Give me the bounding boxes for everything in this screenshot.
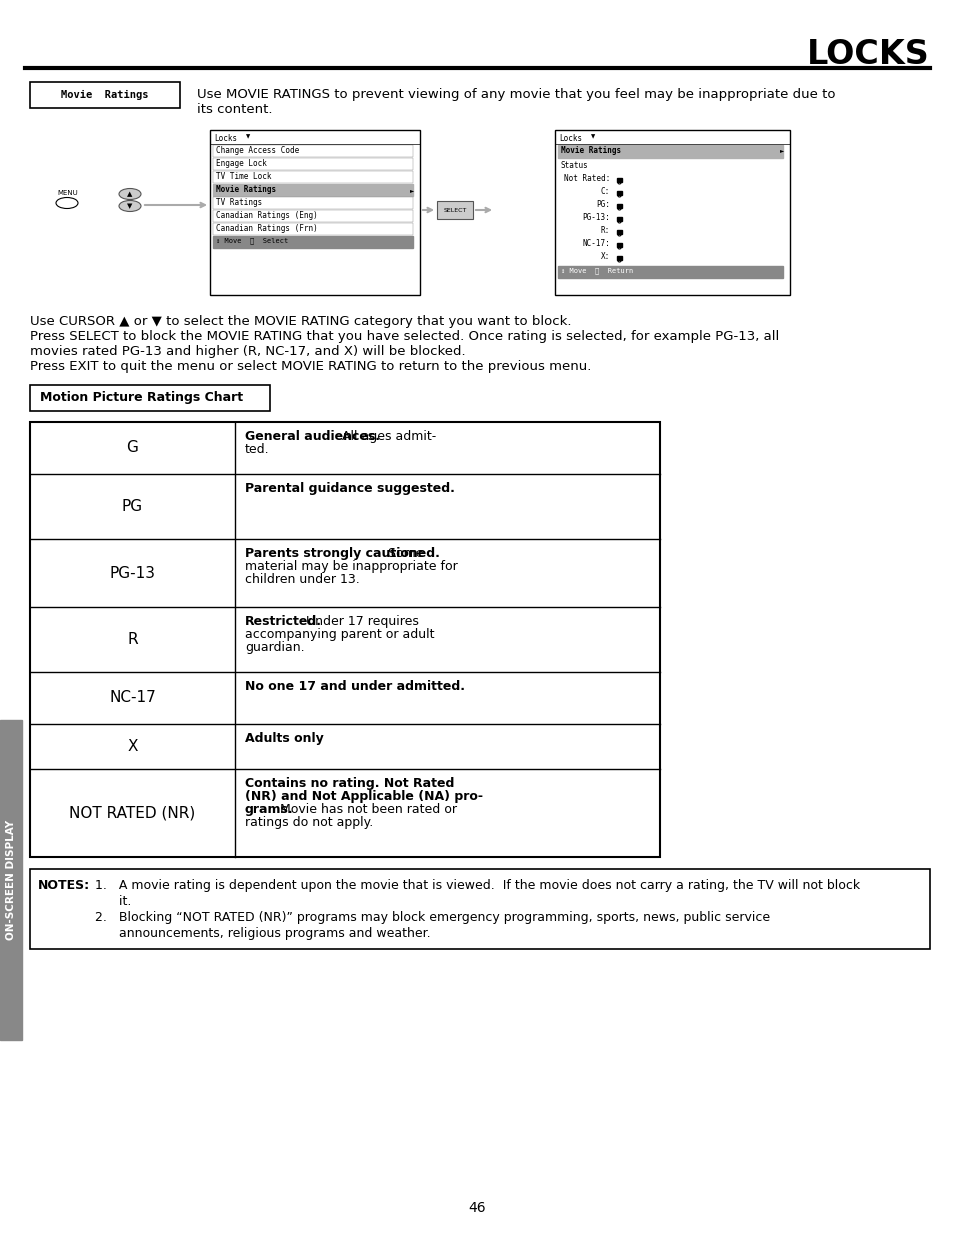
Text: ratings do not apply.: ratings do not apply. bbox=[245, 816, 373, 829]
Text: PG-13:: PG-13: bbox=[581, 212, 609, 222]
Text: Not Rated:: Not Rated: bbox=[563, 174, 609, 183]
Text: ted.: ted. bbox=[245, 443, 270, 456]
Text: ►: ► bbox=[779, 148, 783, 153]
Text: ▼: ▼ bbox=[127, 203, 132, 209]
Text: ▼: ▼ bbox=[590, 135, 595, 140]
Text: ►: ► bbox=[410, 188, 414, 193]
Text: Some: Some bbox=[384, 547, 423, 559]
Text: Movie  Ratings: Movie Ratings bbox=[61, 90, 149, 100]
Text: accompanying parent or adult: accompanying parent or adult bbox=[245, 629, 434, 641]
Bar bbox=[558, 266, 782, 278]
Text: grams.: grams. bbox=[245, 803, 294, 816]
Text: Motion Picture Ratings Chart: Motion Picture Ratings Chart bbox=[40, 391, 243, 405]
Text: Parental guidance suggested.: Parental guidance suggested. bbox=[245, 482, 455, 495]
Bar bbox=[213, 170, 413, 183]
Text: it.: it. bbox=[95, 895, 132, 908]
Text: 46: 46 bbox=[468, 1200, 485, 1215]
Text: Use CURSOR ▲ or ▼ to select the MOVIE RATING category that you want to block.: Use CURSOR ▲ or ▼ to select the MOVIE RA… bbox=[30, 315, 571, 329]
Bar bbox=[30, 385, 270, 411]
Bar bbox=[617, 230, 621, 233]
Text: All ages admit-: All ages admit- bbox=[337, 430, 436, 443]
FancyBboxPatch shape bbox=[436, 201, 473, 219]
Text: its content.: its content. bbox=[196, 103, 273, 116]
Text: Under 17 requires: Under 17 requires bbox=[301, 615, 418, 629]
Text: NC-17: NC-17 bbox=[109, 690, 155, 705]
Bar bbox=[0, 720, 22, 1040]
Text: Contains no rating. Not Rated: Contains no rating. Not Rated bbox=[245, 777, 454, 790]
Text: X: X bbox=[127, 739, 137, 755]
Text: Canadian Ratings (Frn): Canadian Ratings (Frn) bbox=[215, 224, 317, 233]
Ellipse shape bbox=[119, 200, 141, 211]
Text: ↕ Move  Ⓢ  Select: ↕ Move Ⓢ Select bbox=[215, 237, 288, 243]
Text: ▲: ▲ bbox=[127, 191, 132, 198]
Text: Restricted.: Restricted. bbox=[245, 615, 322, 629]
Bar bbox=[617, 178, 621, 182]
Text: Use MOVIE RATINGS to prevent viewing of any movie that you feel may be inappropr: Use MOVIE RATINGS to prevent viewing of … bbox=[196, 88, 835, 101]
Text: NC-17:: NC-17: bbox=[581, 240, 609, 248]
Text: material may be inappropriate for: material may be inappropriate for bbox=[245, 559, 457, 573]
Bar bbox=[30, 422, 659, 857]
Bar bbox=[210, 130, 419, 295]
Bar bbox=[213, 210, 413, 222]
Bar bbox=[555, 130, 789, 295]
Bar bbox=[213, 236, 413, 248]
Text: children under 13.: children under 13. bbox=[245, 573, 359, 585]
Text: LOCKS: LOCKS bbox=[806, 38, 929, 70]
Text: NOT RATED (NR): NOT RATED (NR) bbox=[70, 805, 195, 820]
Bar bbox=[213, 144, 413, 157]
Text: Change Access Code: Change Access Code bbox=[215, 146, 299, 156]
Text: NOTES:: NOTES: bbox=[38, 879, 90, 892]
Text: Locks: Locks bbox=[213, 135, 237, 143]
Text: Status: Status bbox=[560, 161, 588, 170]
Text: 1.   A movie rating is dependent upon the movie that is viewed.  If the movie do: 1. A movie rating is dependent upon the … bbox=[95, 879, 860, 892]
Bar bbox=[558, 144, 782, 158]
Text: G: G bbox=[127, 441, 138, 456]
Bar bbox=[30, 82, 180, 107]
Text: Press EXIT to quit the menu or select MOVIE RATING to return to the previous men: Press EXIT to quit the menu or select MO… bbox=[30, 359, 591, 373]
Text: Movie Ratings: Movie Ratings bbox=[560, 146, 620, 156]
Text: X:: X: bbox=[600, 252, 609, 261]
Text: TV Ratings: TV Ratings bbox=[215, 198, 262, 207]
Text: C:: C: bbox=[600, 186, 609, 196]
Bar bbox=[213, 198, 413, 209]
Text: PG-13: PG-13 bbox=[110, 566, 155, 580]
Text: (NR) and Not Applicable (NA) pro-: (NR) and Not Applicable (NA) pro- bbox=[245, 790, 482, 803]
Text: Movie has not been rated or: Movie has not been rated or bbox=[275, 803, 456, 816]
Text: Movie Ratings: Movie Ratings bbox=[215, 185, 275, 194]
Text: 2.   Blocking “NOT RATED (NR)” programs may block emergency programming, sports,: 2. Blocking “NOT RATED (NR)” programs ma… bbox=[95, 911, 769, 924]
Bar bbox=[617, 256, 621, 261]
Text: Locks: Locks bbox=[558, 135, 581, 143]
Text: R:: R: bbox=[600, 226, 609, 235]
Text: No one 17 and under admitted.: No one 17 and under admitted. bbox=[245, 680, 464, 693]
Bar bbox=[213, 184, 413, 196]
Text: PG: PG bbox=[122, 499, 143, 514]
Text: ON-SCREEN DISPLAY: ON-SCREEN DISPLAY bbox=[6, 820, 16, 940]
Ellipse shape bbox=[119, 189, 141, 200]
Bar bbox=[213, 224, 413, 235]
Text: PG:: PG: bbox=[596, 200, 609, 209]
Text: ↕ Move  Ⓢ  Return: ↕ Move Ⓢ Return bbox=[560, 267, 633, 274]
Text: movies rated PG-13 and higher (R, NC-17, and X) will be blocked.: movies rated PG-13 and higher (R, NC-17,… bbox=[30, 345, 465, 358]
Text: R: R bbox=[127, 632, 137, 647]
Text: Canadian Ratings (Eng): Canadian Ratings (Eng) bbox=[215, 211, 317, 220]
Text: Adults only: Adults only bbox=[245, 732, 323, 745]
Bar bbox=[617, 204, 621, 207]
Text: Parents strongly cautioned.: Parents strongly cautioned. bbox=[245, 547, 439, 559]
Text: SELECT: SELECT bbox=[443, 207, 466, 212]
Text: announcements, religious programs and weather.: announcements, religious programs and we… bbox=[95, 927, 430, 940]
Text: General audiences.: General audiences. bbox=[245, 430, 379, 443]
Bar bbox=[617, 191, 621, 195]
Text: guardian.: guardian. bbox=[245, 641, 304, 655]
Bar bbox=[213, 158, 413, 170]
Text: ▼: ▼ bbox=[246, 135, 250, 140]
Ellipse shape bbox=[56, 198, 78, 209]
Text: TV Time Lock: TV Time Lock bbox=[215, 172, 272, 182]
Bar bbox=[30, 869, 929, 948]
Bar bbox=[617, 243, 621, 247]
Text: MENU: MENU bbox=[57, 190, 77, 196]
Text: Engage Lock: Engage Lock bbox=[215, 159, 267, 168]
Bar bbox=[617, 217, 621, 221]
Text: Press SELECT to block the MOVIE RATING that you have selected. Once rating is se: Press SELECT to block the MOVIE RATING t… bbox=[30, 330, 779, 343]
